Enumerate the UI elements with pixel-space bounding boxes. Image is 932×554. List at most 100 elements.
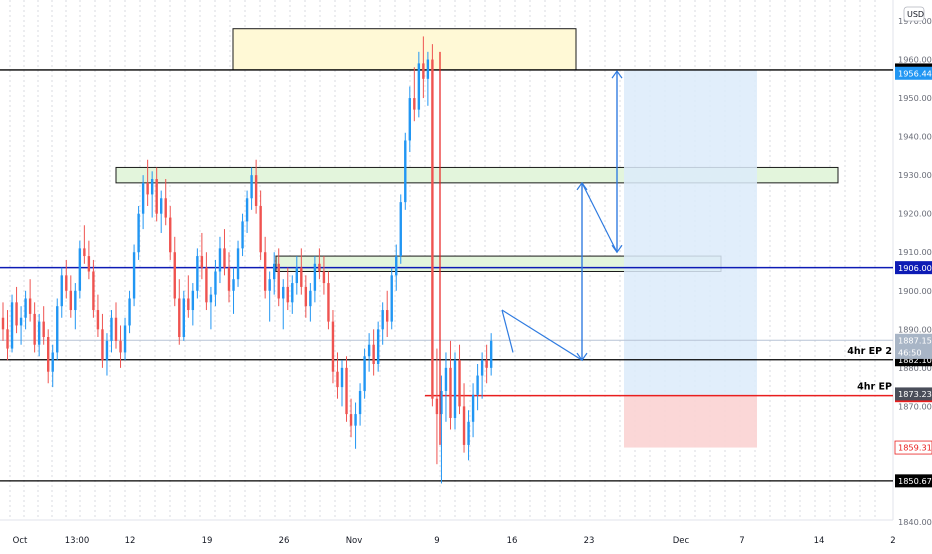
price-badge-label: 46:50 [898,348,922,358]
candle-body [363,356,366,391]
candle-body [28,298,32,314]
candle-body [214,271,217,295]
candle-body [132,252,136,299]
target-zone[interactable] [624,69,757,396]
candle-body [19,317,23,326]
price-badge-blue[interactable] [895,261,932,275]
candle-body [33,313,36,345]
candle-body [372,344,375,364]
candle-body [444,367,448,391]
candle-body [87,256,91,272]
candle-body [123,325,127,353]
x-tick-label: Nov [346,536,363,546]
price-badge-dark[interactable] [895,387,932,401]
x-tick-label: Dec [673,536,690,546]
candle-body [340,367,344,388]
y-tick-label: 1950.000 [898,93,932,103]
price-badge-countdown[interactable] [895,345,932,359]
candle-body [250,175,253,199]
candle-body [263,252,267,291]
y-tick-label: 1940.000 [898,132,932,142]
price-badge-gray[interactable] [895,333,932,347]
candle-body [205,267,208,303]
candle-body [309,290,312,307]
candle-body [110,317,113,341]
price-badge-label: 1956.440 [898,68,932,78]
candle-body [431,59,434,399]
arrow-head [611,70,623,79]
candle-body [413,98,416,110]
price-badge-label: 1906.000 [898,263,932,273]
candle-body [60,275,63,307]
candle-body [10,302,14,349]
price-badge-red[interactable] [894,440,932,455]
candle-body [155,179,158,214]
candle-body [1,317,5,330]
candle-body [313,263,317,291]
candle-body [92,271,95,311]
y-tick-label: 1960.000 [898,55,932,65]
candle-body [376,329,380,364]
y-tick-label: 1870.000 [898,401,932,411]
candle-body [286,286,289,303]
candle-body [245,198,249,222]
price-badge-label: 1859.319 [898,443,932,453]
candle-body [105,340,109,361]
x-tick-label: 7 [739,536,744,546]
price-badge-label: 1887.153 [898,335,932,345]
candle-body [169,217,172,253]
currency-badge[interactable] [903,6,925,22]
candle-body [164,198,167,218]
candle-body [345,367,348,415]
candle-body [187,298,190,311]
price-badge-black[interactable] [895,474,932,488]
x-tick-label: 16 [507,536,518,546]
zone-yellow[interactable] [232,28,577,71]
candle-body [37,321,41,345]
x-tick-label: 26 [279,536,290,546]
candle-body [209,294,213,303]
candle-body [65,275,68,291]
candle-body [349,414,353,426]
candle-body [69,290,72,311]
price-badge-label: 1882.100 [898,355,932,365]
candle-body [471,394,475,422]
candle-body [191,290,195,311]
candle-body [47,337,50,372]
candle-body [277,263,280,299]
candle-body [173,252,176,299]
stop-zone[interactable] [624,395,757,448]
candle-body [150,179,154,195]
candle-body [146,182,149,195]
price-badge-blue[interactable] [895,66,932,80]
candle-body [399,202,402,257]
y-tick-label: 1930.000 [898,170,932,180]
candle-body [476,375,479,395]
x-tick-label: Oct [13,536,28,546]
annotation-label: 4hr EP 2 [847,346,892,357]
candle-body [462,406,466,445]
candle-body [273,263,276,280]
x-tick-label: 2 [890,536,895,546]
candle-body [404,140,407,203]
candle-body [440,390,443,415]
candle-body [160,198,163,214]
candle-body [367,344,371,357]
arrow-head [576,181,588,191]
candle-body [241,221,244,249]
candle-body [119,340,122,353]
candle-body [137,213,140,253]
arrow-head [611,244,623,254]
candle-body [74,290,77,311]
candle-body [322,271,326,284]
candle-body [114,317,118,341]
x-tick-label: 23 [584,536,595,546]
candle-body [449,367,452,418]
x-tick-label: 9 [434,536,439,546]
price-badge-label: 1873.234 [898,389,932,399]
candle-body [390,275,393,322]
candle-body [51,352,54,372]
candle-body [386,310,389,322]
